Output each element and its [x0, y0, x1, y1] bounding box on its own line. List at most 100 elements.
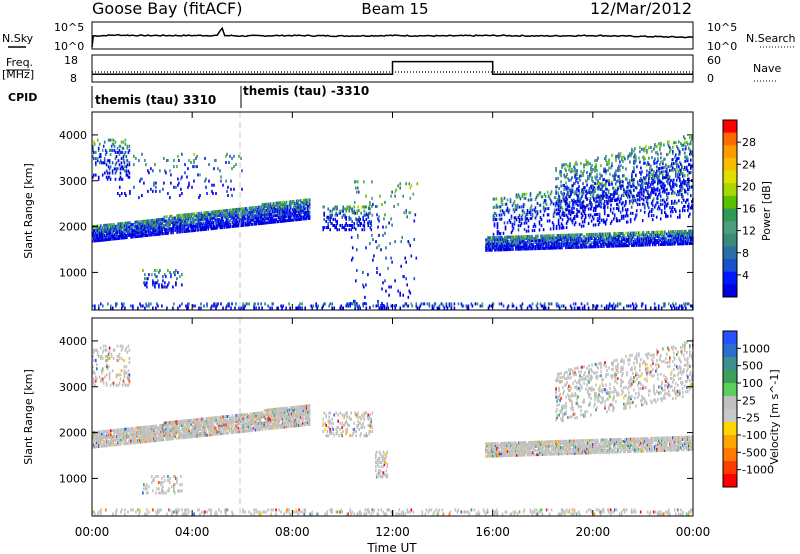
power-scatter-cell: [516, 245, 518, 249]
power-scatter-cell: [143, 219, 145, 223]
power-scatter-cell: [498, 302, 501, 306]
power-scatter-cell: [566, 237, 568, 241]
power-scatter-cell: [646, 239, 648, 243]
power-scatter-cell: [616, 198, 618, 202]
power-scatter-cell: [543, 246, 545, 250]
power-scatter-cell: [160, 224, 162, 228]
power-scatter-cell: [659, 230, 661, 234]
power-scatter-cell: [213, 167, 215, 171]
power-scatter-cell: [276, 205, 279, 209]
power-scatter-cell: [672, 182, 674, 186]
power-scatter-cell: [506, 306, 509, 310]
power-scatter-cell: [520, 304, 523, 308]
power-scatter-cell: [230, 210, 233, 214]
power-scatter-cell: [277, 203, 280, 207]
power-scatter-cell: [304, 198, 307, 202]
power-scatter-cell: [543, 236, 545, 240]
power-scatter-cell: [182, 215, 184, 219]
power-scatter-cell: [137, 306, 139, 310]
power-scatter-cell: [577, 235, 579, 239]
power-scatter-cell: [267, 304, 269, 308]
power-scatter-cell: [170, 173, 172, 177]
power-scatter-cell: [587, 191, 590, 194]
power-scatter-cell: [585, 163, 587, 167]
power-scatter-cell: [625, 210, 628, 214]
power-scatter-cell: [227, 219, 230, 223]
power-scatter-cell: [256, 216, 259, 220]
power-scatter-cell: [642, 198, 645, 202]
power-scatter-cell: [619, 154, 621, 158]
power-scatter-cell: [531, 247, 533, 251]
power-scatter-cell: [651, 180, 653, 184]
power-scatter-cell: [107, 238, 109, 241]
power-scatter-cell: [518, 195, 521, 199]
power-scatter-cell: [276, 220, 279, 224]
power-scatter-cell: [277, 306, 279, 310]
power-scatter-cell: [351, 211, 354, 215]
power-scatter-cell: [146, 304, 148, 308]
power-scatter-cell: [474, 302, 477, 306]
power-scatter-cell: [422, 302, 425, 306]
power-scatter-cell: [213, 183, 215, 187]
power-scatter-cell: [150, 219, 152, 223]
power-scatter-cell: [569, 246, 571, 249]
power-scatter-cell: [369, 306, 371, 310]
power-scatter-cell: [518, 245, 520, 249]
power-scatter-cell: [585, 239, 587, 243]
power-scatter-cell: [559, 206, 562, 209]
power-scatter-cell: [512, 202, 515, 205]
power-scatter-cell: [152, 227, 154, 231]
power-scatter-cell: [178, 226, 180, 230]
power-scatter-cell: [681, 242, 683, 246]
power-scatter-cell: [295, 209, 298, 213]
power-scatter-cell: [230, 306, 232, 310]
power-scatter-cell: [658, 142, 660, 146]
power-scatter-cell: [128, 225, 130, 229]
power-scatter-cell: [348, 207, 350, 211]
power-scatter-cell: [615, 207, 618, 210]
power-scatter-cell: [684, 190, 686, 194]
power-scatter-cell: [154, 273, 156, 277]
power-scatter-cell: [627, 237, 629, 241]
power-scatter-cell: [209, 223, 212, 227]
power-scatter-cell: [293, 212, 296, 216]
power-scatter-cell: [589, 191, 591, 195]
power-scatter-cell: [590, 237, 592, 241]
power-scatter-cell: [680, 234, 682, 238]
power-scatter-cell: [227, 225, 230, 229]
power-scatter-cell: [586, 191, 588, 195]
power-scatter-cell: [255, 214, 258, 218]
power-scatter-cell: [213, 224, 216, 228]
power-scatter-cell: [505, 202, 508, 206]
power-scatter-cell: [363, 209, 366, 213]
power-scatter-cell: [156, 269, 158, 272]
power-scatter-cell: [552, 212, 555, 216]
power-scatter-cell: [684, 166, 686, 169]
power-scatter-cell: [267, 219, 270, 223]
power-scatter-cell: [206, 219, 209, 223]
power-scatter-cell: [625, 242, 627, 246]
power-scatter-cell: [646, 202, 649, 206]
power-scatter-cell: [253, 220, 256, 224]
power-scatter-cell: [525, 229, 528, 233]
power-scatter-cell: [140, 224, 142, 228]
power-scatter-cell: [685, 190, 687, 194]
power-scatter-cell: [659, 146, 661, 150]
power-scatter-cell: [633, 149, 635, 153]
power-scatter-cell: [535, 304, 538, 308]
power-scatter-cell: [408, 289, 411, 293]
power-scatter-cell: [391, 190, 393, 194]
power-scatter-cell: [226, 225, 229, 229]
power-scatter-cell: [242, 306, 244, 310]
power-scatter-cell: [353, 224, 355, 227]
power-scatter-cell: [226, 221, 229, 225]
power-scatter-cell: [172, 216, 174, 220]
power-scatter-cell: [618, 152, 620, 156]
power-scatter-cell: [617, 167, 619, 170]
power-scatter-cell: [136, 224, 138, 228]
power-scatter-cell: [171, 229, 173, 233]
power-scatter-cell: [173, 224, 175, 228]
power-scatter-cell: [92, 175, 94, 179]
power-scatter-cell: [512, 241, 514, 245]
power-scatter-cell: [603, 194, 605, 198]
